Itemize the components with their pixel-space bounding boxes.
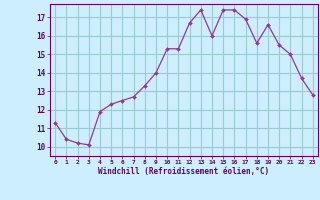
X-axis label: Windchill (Refroidissement éolien,°C): Windchill (Refroidissement éolien,°C) [99,167,269,176]
